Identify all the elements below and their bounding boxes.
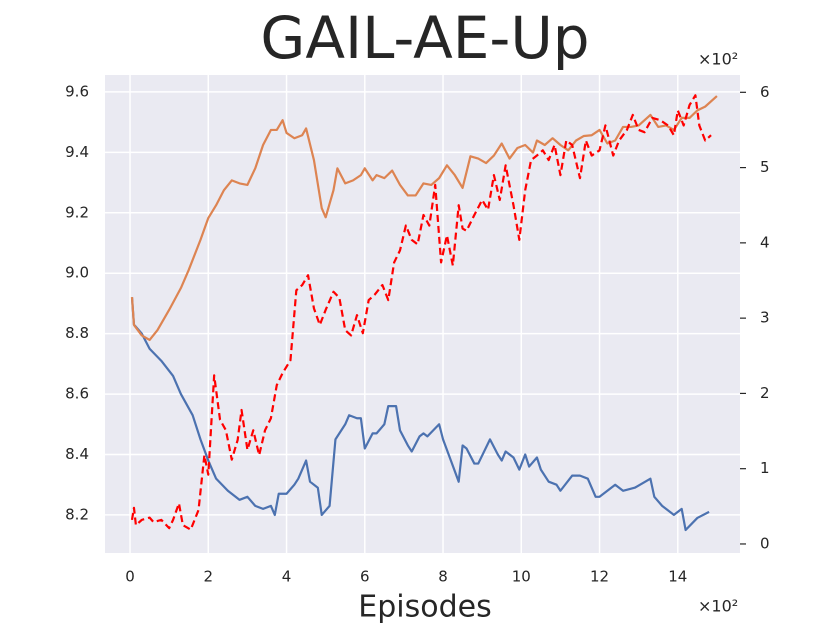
y2-tick-label: 2 [760,384,770,402]
y-tick-label: 8.6 [65,385,89,403]
y-tick-label: 8.2 [65,505,89,523]
chart-title: GAIL-AE-Up [260,4,589,72]
y-tick-label: 9.6 [65,82,89,100]
y2-tick-label: 4 [760,233,770,251]
x-tick-label: 10 [512,568,531,586]
x-tick-label: 8 [438,568,448,586]
x-tick-label: 12 [590,568,609,586]
y2-tick-label: 1 [760,459,770,477]
y2-offset-label: ×10² [698,50,738,69]
x-tick-label: 6 [360,568,370,586]
series-line [130,297,710,532]
x-tick-label: 4 [282,568,292,586]
x-offset-label: ×10² [698,597,738,616]
x-axis-label: Episodes [358,590,491,623]
y2-tick-label: 3 [760,309,770,327]
x-tick-label: 14 [668,568,687,586]
y-tick-label: 9.4 [65,143,89,161]
x-tick-label: 0 [125,568,135,586]
series-line [130,94,712,531]
y-tick-label: 9.0 [65,264,89,282]
y-tick-label: 9.2 [65,203,89,221]
y2-tick-label: 6 [760,83,770,101]
y-tick-label: 8.4 [65,445,89,463]
y-tick-label: 8.8 [65,324,89,342]
plot-background [105,75,740,553]
series-line [130,95,718,342]
x-tick-label: 2 [204,568,214,586]
y2-tick-label: 0 [760,534,770,552]
y2-tick-label: 5 [760,158,770,176]
